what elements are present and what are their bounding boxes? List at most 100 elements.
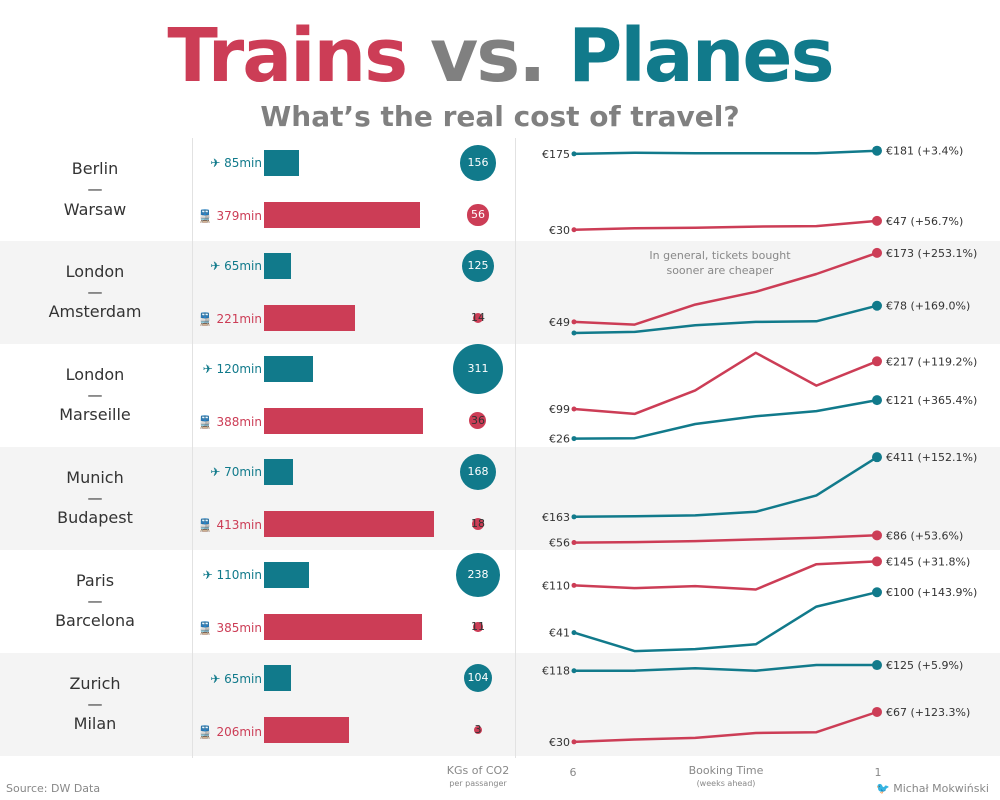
- train-price-start-point: [571, 319, 577, 325]
- route-to: Marseille: [59, 405, 131, 424]
- plane-price-line: [574, 663, 877, 672]
- booking-axis-sublabel: (weeks ahead): [696, 779, 756, 788]
- train-co2-value: 36: [471, 414, 485, 427]
- plane-time-label: ✈ 65min: [0, 671, 262, 687]
- train-price-end-point: [872, 556, 882, 567]
- train-icon: 🚆: [197, 312, 213, 326]
- train-time-value: 379min: [216, 209, 262, 223]
- airplane-icon: ✈: [210, 259, 221, 273]
- train-icon: 🚆: [197, 621, 213, 635]
- co2-axis-sublabel: per passanger: [449, 779, 507, 788]
- plane-time-value: 120min: [216, 362, 262, 376]
- train-time-value: 385min: [216, 621, 262, 635]
- annotation-line2: sooner are cheaper: [666, 264, 774, 277]
- airplane-icon: ✈: [202, 362, 213, 376]
- train-price-end-label: €145 (+31.8%): [886, 555, 970, 568]
- plane-co2-bubble: [456, 553, 500, 597]
- plane-time-label: ✈ 110min: [0, 567, 262, 583]
- train-price-end-label: €67 (+123.3%): [886, 706, 970, 719]
- train-price-start-point: [571, 227, 577, 233]
- train-co2-value: 14: [471, 311, 485, 324]
- route-to: Warsaw: [63, 200, 127, 219]
- train-price-line: [573, 560, 878, 591]
- plane-time-label: ✈ 120min: [0, 361, 262, 377]
- plane-co2-bubble: [463, 663, 493, 693]
- plane-price-end-label: €411 (+152.1%): [886, 451, 977, 464]
- train-co2-value: 18: [471, 517, 485, 530]
- plane-co2-value: 104: [467, 671, 489, 684]
- plane-price-start-point: [571, 330, 577, 336]
- route-from: Berlin: [71, 159, 119, 178]
- train-price-start-label: €49: [549, 316, 570, 329]
- author-credit: 🐦 Michał Mokwiński: [876, 782, 989, 796]
- train-price-line: [573, 351, 878, 416]
- author-name: Michał Mokwiński: [893, 782, 989, 795]
- route-from: London: [65, 365, 125, 384]
- train-price-start-point: [571, 582, 577, 588]
- plane-price-start-label: €26: [549, 433, 570, 446]
- train-price-line: [573, 534, 878, 544]
- plane-time-bar: [264, 459, 293, 485]
- route-dash: —: [87, 489, 103, 507]
- route-to: Budapest: [57, 508, 133, 527]
- train-price-start-label: €110: [542, 579, 570, 592]
- plane-co2-bubble: [460, 145, 496, 181]
- plane-time-label: ✈ 65min: [0, 258, 262, 274]
- plane-price-line: [573, 456, 878, 519]
- train-icon: 🚆: [197, 725, 213, 739]
- airplane-icon: ✈: [210, 465, 221, 479]
- divider: [515, 138, 516, 758]
- x-tick-left: 6: [569, 766, 577, 779]
- plane-price-start-point: [571, 668, 577, 674]
- route-from: Zurich: [69, 674, 121, 693]
- train-price-start-point: [571, 406, 577, 412]
- train-icon: 🚆: [197, 518, 213, 532]
- plane-time-value: 70min: [224, 465, 262, 479]
- route-to: Barcelona: [55, 611, 135, 630]
- train-price-end-point: [872, 247, 882, 258]
- route-from: Paris: [75, 571, 115, 590]
- train-time-value: 206min: [216, 725, 262, 739]
- train-time-bar: [264, 305, 355, 331]
- plane-co2-bubble: [453, 344, 503, 394]
- plane-price-line: [573, 149, 878, 156]
- train-price-start-label: €99: [549, 403, 570, 416]
- plane-co2-bubble: [462, 250, 494, 282]
- train-price-start-point: [571, 739, 577, 745]
- plane-price-end-label: €125 (+5.9%): [886, 659, 963, 672]
- train-icon: 🚆: [197, 415, 213, 429]
- plane-price-end-label: €78 (+169.0%): [886, 300, 970, 313]
- train-co2-value: 56: [471, 208, 485, 221]
- train-price-end-label: €173 (+253.1%): [886, 247, 977, 260]
- plane-price-end-point: [872, 300, 882, 311]
- divider: [192, 138, 193, 758]
- train-price-start-label: €30: [549, 736, 570, 749]
- plane-price-start-point: [571, 151, 577, 157]
- route-dash: —: [87, 180, 103, 198]
- annotation-line1: In general, tickets bought: [649, 249, 791, 262]
- plane-price-line: [573, 398, 878, 440]
- plane-price-end-point: [872, 660, 882, 671]
- train-price-line: [573, 219, 878, 232]
- route-from: Munich: [66, 468, 124, 487]
- page-title: Trains vs. Planes: [0, 14, 1000, 98]
- train-time-value: 388min: [216, 415, 262, 429]
- train-price-start-point: [571, 540, 577, 546]
- plane-price-start-label: €163: [542, 511, 570, 524]
- booking-axis-label: Booking Time: [688, 764, 764, 777]
- plane-price-line: [573, 590, 878, 653]
- train-price-line: [573, 710, 878, 744]
- train-time-bar: [264, 614, 423, 640]
- train-co2-value: 3: [474, 723, 482, 736]
- plane-time-label: ✈ 70min: [0, 464, 262, 480]
- train-co2-bubble: [471, 517, 484, 530]
- plane-time-value: 110min: [216, 568, 262, 582]
- train-price-end-point: [872, 356, 882, 367]
- row-band: [0, 653, 1000, 756]
- plane-price-start-point: [571, 514, 577, 520]
- airplane-icon: ✈: [210, 156, 221, 170]
- train-price-end-point: [872, 530, 882, 541]
- page-subtitle: What’s the real cost of travel?: [260, 100, 740, 133]
- train-price-end-label: €86 (+53.6%): [886, 529, 963, 542]
